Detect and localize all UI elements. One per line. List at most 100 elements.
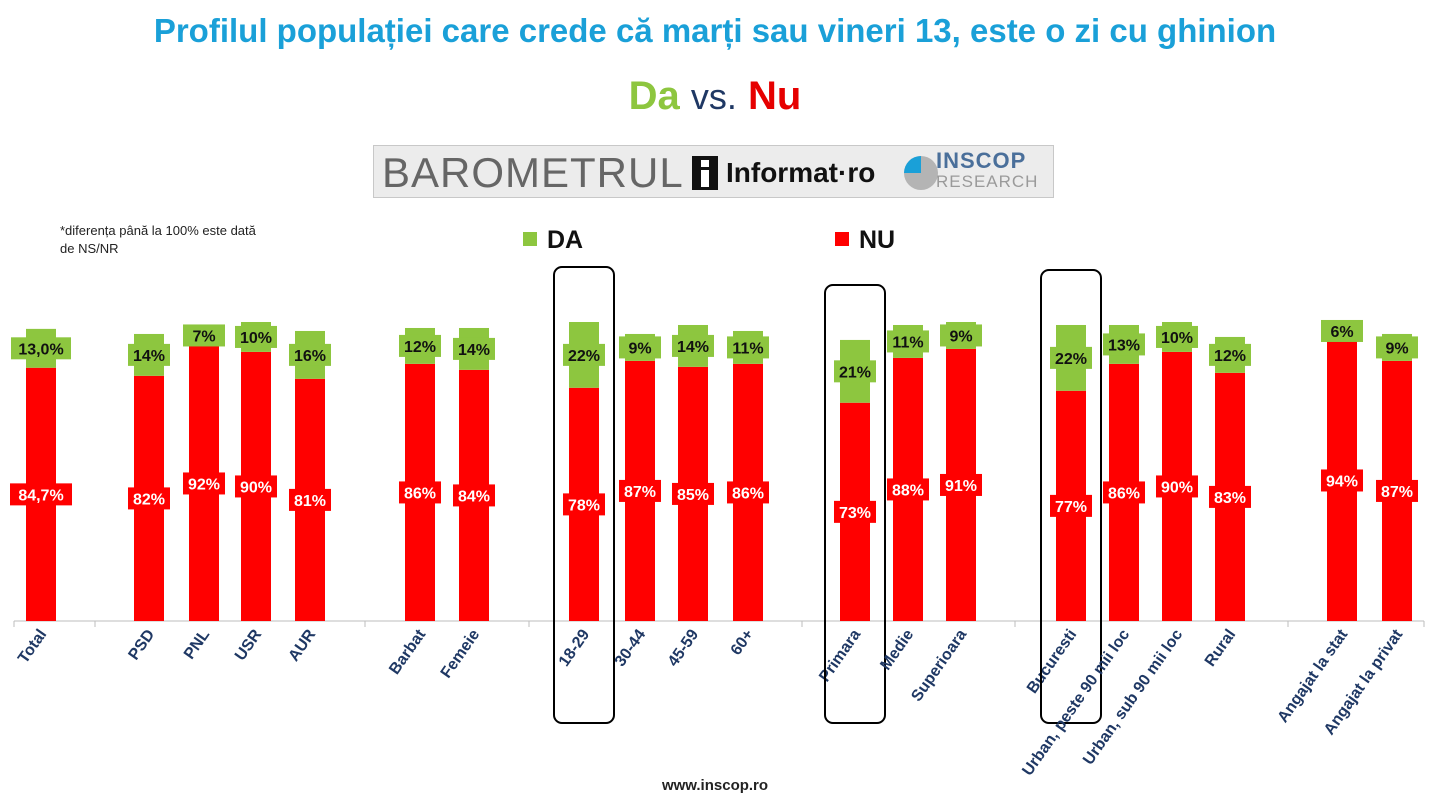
informat-logo-text: Informat·ro <box>726 157 876 188</box>
data-label-nu: 92% <box>188 476 220 493</box>
data-label-bg <box>11 337 71 360</box>
x-tick-label: Bucuresti <box>1024 627 1080 697</box>
legend-nu: NU <box>835 226 895 255</box>
data-label-da: 9% <box>949 328 972 345</box>
subtitle-vs: vs. <box>690 76 737 117</box>
data-label-bg <box>834 360 876 383</box>
data-label-bg <box>727 481 769 504</box>
data-label-nu: 84% <box>458 488 490 505</box>
x-tick-label: Rural <box>1202 627 1239 670</box>
data-label-bg <box>1103 333 1145 356</box>
legend-nu-swatch <box>835 232 849 247</box>
data-label-bg <box>235 475 277 498</box>
legend-da-swatch <box>523 232 537 247</box>
data-label-da: 21% <box>839 364 871 381</box>
x-tick-label: Urban, sub 90 mii loc <box>1080 626 1186 768</box>
data-label-nu: 78% <box>568 497 600 514</box>
data-label-nu: 85% <box>677 487 709 504</box>
chart-subtitle: Da vs. Nu <box>0 74 1430 119</box>
data-label-bg <box>235 325 277 348</box>
data-label-da: 6% <box>1330 324 1353 341</box>
data-label-da: 10% <box>1161 330 1193 347</box>
data-label-bg <box>399 481 441 504</box>
research-logo-text: RESEARCH <box>936 172 1039 191</box>
data-label-nu: 94% <box>1326 473 1358 490</box>
data-label-da: 11% <box>732 340 763 357</box>
data-label-nu: 91% <box>945 478 977 495</box>
data-label-bg <box>1321 469 1363 492</box>
data-label-nu: 84,7% <box>18 487 63 504</box>
data-label-da: 10% <box>240 330 272 347</box>
data-label-da: 13,0% <box>18 341 63 358</box>
data-label-bg <box>1156 325 1198 348</box>
data-label-bg <box>1050 494 1092 517</box>
data-label-bg <box>10 483 72 506</box>
x-tick-label: Total <box>15 627 50 667</box>
x-tick-label: 30-44 <box>612 626 649 669</box>
data-label-bg <box>183 472 225 495</box>
data-label-da: 14% <box>458 342 490 359</box>
data-label-bg <box>619 479 661 502</box>
legend-da-label: DA <box>547 226 584 254</box>
data-label-da: 22% <box>568 348 600 365</box>
legend-da: DA <box>523 226 583 255</box>
data-label-bg <box>1376 336 1418 359</box>
inscop-logo-text: INSCOP <box>936 148 1027 173</box>
data-label-da: 22% <box>1055 351 1087 368</box>
data-label-bg <box>453 337 495 360</box>
data-label-bg <box>1050 346 1092 369</box>
x-tick-label: Superioara <box>908 626 970 704</box>
barometrul-logo-text: BAROMETRUL <box>382 149 684 196</box>
highlight-box <box>553 266 615 724</box>
x-tick-label: PSD <box>125 627 158 664</box>
data-label-bg <box>399 334 441 357</box>
data-label-bg <box>128 343 170 366</box>
footer-url[interactable]: www.inscop.ro <box>661 777 769 794</box>
data-label-bg <box>128 487 170 510</box>
data-label-nu: 77% <box>1055 499 1087 516</box>
footnote-nsnr: *diferența până la 100% este dată de NS/… <box>60 223 256 256</box>
data-label-nu: 83% <box>1214 490 1246 507</box>
x-tick-label: AUR <box>285 626 319 665</box>
data-label-bg <box>183 324 225 347</box>
x-tick-label: Barbat <box>386 626 429 678</box>
data-label-bg <box>1103 481 1145 504</box>
sponsor-banner: BAROMETRUL Informat·ro INSCOP RESEARCH <box>373 145 1054 198</box>
data-label-nu: 86% <box>1108 485 1140 502</box>
subtitle-nu: Nu <box>748 74 802 118</box>
x-tick-label: Primara <box>816 626 864 685</box>
data-label-bg <box>289 488 331 511</box>
data-label-bg <box>834 500 876 523</box>
x-tick-label: Femeie <box>438 626 484 681</box>
x-tick-label: 18-29 <box>556 626 593 669</box>
data-label-nu: 87% <box>1381 484 1413 501</box>
data-label-bg <box>1376 479 1418 502</box>
data-label-bg <box>453 484 495 507</box>
data-label-da: 9% <box>1385 340 1408 357</box>
data-label-bg <box>289 343 331 366</box>
data-label-nu: 73% <box>839 505 871 522</box>
data-label-nu: 90% <box>1161 479 1193 496</box>
x-tick-label: PNL <box>181 626 213 662</box>
data-label-bg <box>940 324 982 347</box>
chart-title: Profilul populației care crede că marți … <box>153 12 1277 49</box>
data-label-bg <box>940 473 982 496</box>
data-label-bg <box>887 478 929 501</box>
data-label-da: 7% <box>192 328 215 345</box>
highlight-box <box>824 283 886 724</box>
data-label-bg <box>563 493 605 516</box>
data-label-nu: 86% <box>732 485 764 502</box>
data-label-da: 16% <box>294 348 326 365</box>
data-label-nu: 87% <box>624 484 656 501</box>
data-label-bg <box>887 330 929 353</box>
legend-nu-label: NU <box>859 226 896 254</box>
x-tick-label: 45-59 <box>665 626 702 669</box>
data-label-bg <box>672 334 714 357</box>
data-label-nu: 88% <box>892 482 924 499</box>
data-label-da: 12% <box>1214 348 1246 365</box>
highlight-box <box>1040 268 1102 724</box>
data-label-da: 14% <box>677 339 709 356</box>
data-label-bg <box>563 343 605 366</box>
data-label-da: 14% <box>133 348 165 365</box>
